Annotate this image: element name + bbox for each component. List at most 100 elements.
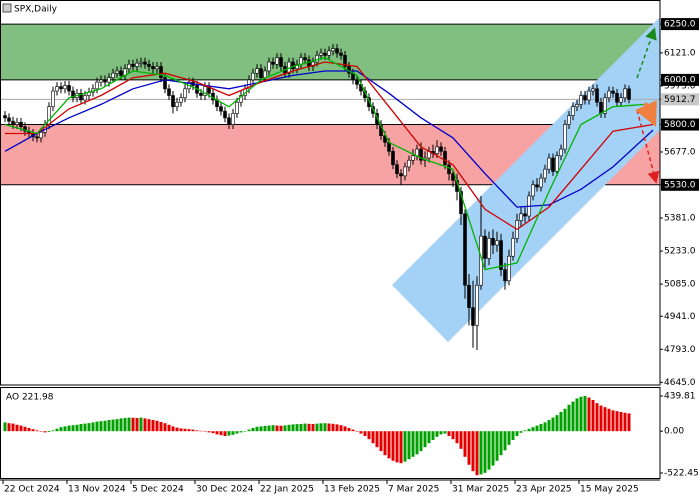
oscillator-bar — [603, 407, 607, 432]
oscillator-bar — [467, 431, 471, 465]
candle-body — [499, 240, 503, 270]
oscillator-panel-border — [0, 387, 661, 479]
moving-average-line — [4, 56, 646, 271]
oscillator-bar — [199, 430, 203, 432]
oscillator-bar — [379, 431, 383, 452]
oscillator-bar — [103, 420, 107, 432]
candle-body — [115, 70, 119, 74]
candle-body — [263, 70, 267, 78]
candle-body — [519, 213, 523, 221]
oscillator-bar — [47, 431, 51, 432]
oscillator-bar — [419, 431, 423, 452]
oscillator-bar — [179, 428, 183, 432]
candle-body — [587, 90, 591, 101]
oscillator-bar — [531, 427, 535, 432]
candle-body — [535, 184, 539, 188]
oscillator-bar — [43, 431, 47, 433]
candle-body — [275, 57, 279, 65]
candle-body — [55, 86, 59, 92]
candle-body — [343, 55, 347, 67]
candle-body — [507, 255, 511, 282]
oscillator-bar — [171, 426, 175, 432]
oscillator-bar — [191, 429, 195, 432]
forecast-up-arrow — [636, 27, 657, 79]
candle-body — [395, 164, 399, 174]
oscillator-bar — [515, 431, 519, 436]
oscillator-bar — [347, 427, 351, 432]
candle-body — [447, 164, 451, 174]
candle-body — [15, 122, 19, 125]
oscillator-bar — [291, 424, 295, 432]
oscillator-bar — [375, 431, 379, 448]
oscillator-bar — [371, 431, 375, 444]
candle-body — [339, 52, 343, 56]
candle-body — [523, 213, 527, 217]
candle-body — [151, 66, 155, 70]
x-tick-label: 22 Oct 2024 — [4, 485, 60, 495]
candle-body — [291, 61, 295, 70]
candle-body — [199, 92, 203, 96]
oscillator-bar — [487, 431, 491, 470]
oscillator-bar — [239, 431, 243, 433]
candle-body — [591, 88, 595, 92]
oscillator-bar — [143, 418, 147, 432]
candle-body — [295, 63, 299, 70]
oscillator-bar — [59, 427, 63, 432]
oscillator-bar — [367, 431, 371, 440]
candle-body — [571, 106, 575, 116]
oscillator-bar — [63, 426, 67, 432]
oscillator-bar — [275, 425, 279, 432]
x-tick-label: 31 Mar 2025 — [452, 485, 509, 495]
y-tick-label: 4941.0 — [664, 312, 696, 322]
oscillator-bar — [595, 403, 599, 432]
candle-body — [467, 284, 471, 308]
candle-body — [179, 97, 183, 103]
candle-body — [603, 97, 607, 114]
candle-body — [227, 117, 231, 125]
candle-body — [299, 57, 303, 65]
oscillator-bar — [223, 431, 227, 436]
oscillator-bar — [31, 429, 35, 432]
candle-body — [111, 72, 115, 78]
oscillator-bar — [231, 431, 235, 435]
oscillator-bar — [415, 431, 419, 455]
candle-body — [595, 88, 599, 103]
candle-body — [319, 52, 323, 56]
oscillator-bar — [539, 423, 543, 432]
oscillator-bar — [287, 424, 291, 432]
oscillator-bar — [95, 421, 99, 432]
candle-body — [323, 52, 327, 56]
oscillator-bar — [259, 426, 263, 432]
oscillator-bar — [35, 430, 39, 432]
oscillator-bar — [591, 399, 595, 432]
oscillator-bar — [387, 431, 391, 459]
oscillator-bar — [207, 431, 211, 433]
oscillator-bar — [299, 423, 303, 432]
candle-body — [555, 155, 559, 172]
oscillator-bar — [235, 431, 239, 434]
y-tick-label: 6121.0 — [664, 48, 696, 58]
oscillator-bar — [219, 431, 223, 436]
candle-body — [147, 63, 151, 67]
oscillator-bar — [139, 417, 143, 432]
y-tick-label: 5233.0 — [664, 247, 696, 257]
oscillator-bar — [323, 423, 327, 432]
oscillator-bar — [187, 429, 191, 432]
candle-body — [495, 240, 499, 246]
oscillator-bar — [3, 422, 7, 432]
x-tick-label: 7 Mar 2025 — [388, 485, 439, 495]
oscillator-bar — [619, 411, 623, 432]
oscillator-bar — [251, 427, 255, 432]
oscillator-bar — [483, 431, 487, 473]
candle-body — [51, 90, 55, 107]
candle-body — [119, 70, 123, 76]
candle-body — [259, 68, 263, 78]
oscillator-bar — [279, 425, 283, 432]
candle-body — [327, 50, 331, 56]
oscillator-bar — [623, 412, 627, 432]
candle-body — [627, 88, 631, 100]
y-tick-label: 5085.0 — [664, 280, 696, 290]
candle-body — [315, 55, 319, 63]
oscillator-bar — [155, 420, 159, 432]
oscillator-bar — [71, 425, 75, 432]
